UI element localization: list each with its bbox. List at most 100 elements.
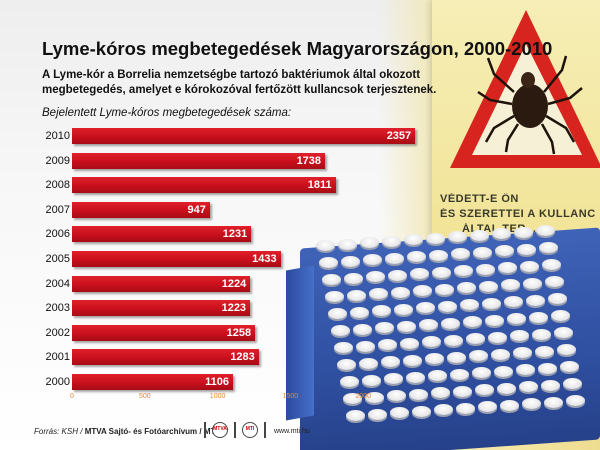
tube-cap [497,382,516,394]
tube-cap [454,265,473,276]
tube-cap [448,231,467,242]
tube-cap [535,345,554,357]
tube-cap [425,353,444,364]
tube-cap [381,356,400,367]
tube-cap [516,364,535,375]
tube-cap [382,235,401,247]
tube-cap [397,320,416,332]
tube-cap [520,260,539,272]
tube-cap [394,303,413,315]
website-link[interactable]: www.mti.hu [274,428,310,435]
tube-cap [387,390,406,401]
tube-cap [410,268,429,279]
tube-cap [463,316,482,327]
mti-logo-icon: MTI [242,422,258,438]
tube-cap [485,314,504,326]
tube-cap [523,277,542,289]
tube-cap [343,393,362,404]
tick-warning-sign-icon [450,10,600,168]
tube-cap [456,402,475,414]
tube-cap [426,232,445,244]
tube-cap [500,399,519,411]
tube-cap [409,388,428,400]
tube-cap [428,370,447,381]
tube-cap [529,311,548,323]
tube-cap [470,229,489,241]
x-tick-label: 0 [70,393,74,400]
tube-cap [476,263,495,275]
tube-cap [466,333,485,344]
tube-cap [353,323,372,335]
tube-cap [494,365,513,377]
bar-value-label: 1258 [226,326,252,339]
tube-cap [453,385,472,397]
tube-cap [340,376,359,387]
bar-value-label: 947 [187,203,206,216]
tube-cap [504,296,523,307]
tube-cap [385,252,404,264]
bar-2006 [72,226,252,243]
bar-2003 [72,300,251,317]
tube-cap [404,234,423,245]
tube-cap [472,367,491,378]
tube-cap [544,396,563,408]
source-agency: MTVA Sajtó- és Fotóarchívum / MTI [84,427,218,436]
tube-cap [514,226,533,238]
chart-subtitle: A Lyme-kór a Borrelia nemzetségbe tartoz… [42,69,437,96]
tube-cap [375,322,394,333]
tube-cap [473,246,492,258]
tube-cap [478,401,497,412]
bar-value-label: 1283 [230,351,255,364]
tube-cap [491,348,510,360]
y-tick-label: 2005 [45,253,70,265]
tube-cap [391,286,410,298]
source-prefix: Forrás: KSH / [34,427,83,436]
tube-cap [419,319,438,330]
sign-text-line-1: VÉDETT-E ÖN [440,193,519,205]
y-tick-label: 2002 [45,326,70,339]
tube-cap [432,266,451,278]
tube-cap [429,249,448,261]
bar-value-label: 1738 [296,154,322,167]
bar-2001 [72,349,259,366]
tube-cap [328,308,347,319]
tube-cap [542,259,561,270]
source-line: Forrás: KSH / MTVA Sajtó- és Fotóarchívu… [34,427,218,436]
tube-cap [447,351,466,363]
tube-cap [316,240,335,251]
tube-cap [435,283,454,295]
y-tick-label: 2010 [45,130,70,142]
tube-cap [412,405,431,417]
tube-cap [368,408,387,420]
x-tick-label: 1000 [209,393,226,400]
bar-value-label: 1811 [307,179,332,192]
tube-cap [451,248,470,259]
tube-cap [517,243,536,255]
tube-cap [422,336,441,347]
tube-cap [532,328,551,340]
tube-cap [469,350,488,361]
bar-2004 [72,275,251,292]
tube-cap [566,395,585,406]
tube-cap [434,404,453,415]
tube-cap [322,274,341,285]
tube-cap [363,254,382,265]
tube-cap [346,410,365,421]
tube-cap [378,339,397,350]
bar-value-label: 1223 [221,302,247,315]
x-tick-label: 500 [138,393,151,400]
tube-cap [551,310,570,321]
bar-2000 [72,374,234,390]
tube-cap [526,294,545,306]
sign-text-line-2: ÉS SZERETTEI A KULLANC [440,208,596,220]
tube-cap [344,272,363,284]
tube-cap [482,297,501,309]
tube-cap [539,242,558,253]
tube-cap [545,276,564,287]
tube-cap [341,255,360,267]
tube-cap [541,379,560,391]
tube-cap [557,344,576,355]
tube-cap [538,362,557,374]
bar-2005 [72,251,281,267]
tube-cap [560,361,579,372]
